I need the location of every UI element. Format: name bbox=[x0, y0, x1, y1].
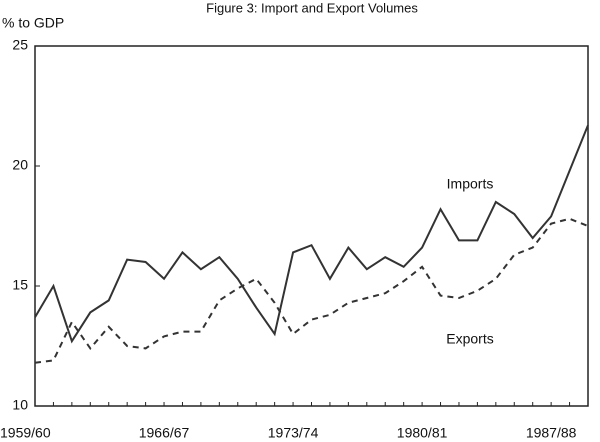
y-tick-label: 25 bbox=[12, 37, 28, 53]
x-tick-label: 1959/60 bbox=[0, 425, 51, 441]
plot-frame bbox=[34, 45, 589, 407]
y-tick-label: 10 bbox=[12, 397, 28, 413]
chart-title: Figure 3: Import and Export Volumes bbox=[206, 0, 418, 15]
series-line bbox=[34, 217, 589, 364]
x-tick-label: 1973/74 bbox=[268, 425, 319, 441]
x-tick-label: 1966/67 bbox=[139, 425, 190, 441]
y-axis-label: % to GDP bbox=[2, 15, 64, 31]
x-tick-label: 1980/81 bbox=[397, 425, 448, 441]
y-tick-label: 15 bbox=[12, 277, 28, 293]
series-line bbox=[34, 124, 589, 344]
series-label: Imports bbox=[447, 176, 494, 192]
y-tick-label: 20 bbox=[12, 157, 28, 173]
x-tick-label: 1987/88 bbox=[526, 425, 577, 441]
series-label: Exports bbox=[446, 331, 493, 347]
